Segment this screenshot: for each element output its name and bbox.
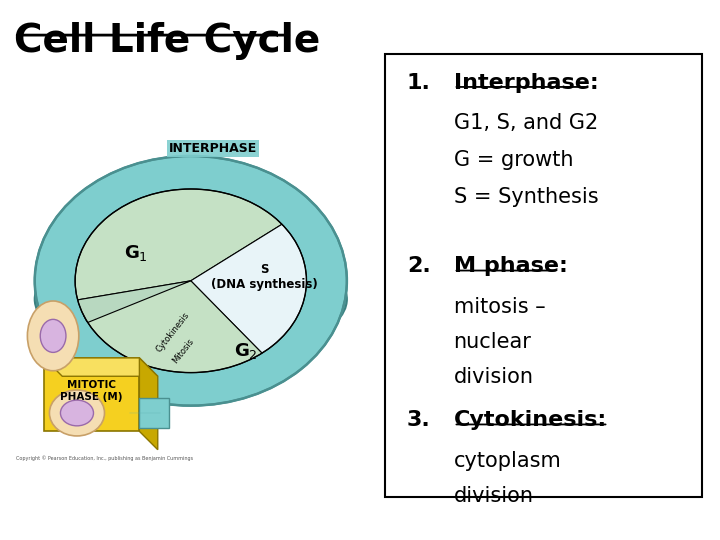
Text: G$_2$: G$_2$ <box>234 341 258 361</box>
Ellipse shape <box>35 156 347 406</box>
Text: S
(DNA synthesis): S (DNA synthesis) <box>211 263 318 291</box>
Ellipse shape <box>60 400 94 426</box>
Polygon shape <box>140 399 168 428</box>
Polygon shape <box>78 281 191 322</box>
Polygon shape <box>84 281 262 373</box>
Text: 2.: 2. <box>407 256 431 276</box>
Text: G$_1$: G$_1$ <box>124 243 148 264</box>
Text: Interphase:: Interphase: <box>454 73 598 93</box>
Ellipse shape <box>75 253 307 345</box>
Text: cytoplasm: cytoplasm <box>454 451 562 471</box>
Ellipse shape <box>40 319 66 353</box>
Text: Copyright © Pearson Education, Inc., publishing as Benjamin Cummings: Copyright © Pearson Education, Inc., pub… <box>17 455 194 461</box>
Text: M phase:: M phase: <box>454 256 567 276</box>
Ellipse shape <box>50 390 104 436</box>
Text: S = Synthesis: S = Synthesis <box>454 187 598 207</box>
Text: 1.: 1. <box>407 73 431 93</box>
Text: Cytokinesis:: Cytokinesis: <box>454 410 607 430</box>
Text: nuclear: nuclear <box>454 332 531 352</box>
Text: division: division <box>454 367 534 387</box>
Text: division: division <box>454 486 534 506</box>
Polygon shape <box>191 224 307 353</box>
Text: MITOTIC
PHASE (M): MITOTIC PHASE (M) <box>60 380 123 402</box>
Ellipse shape <box>35 237 347 362</box>
Text: Mitosis: Mitosis <box>171 336 196 365</box>
Text: Cytokinesis: Cytokinesis <box>154 310 191 354</box>
Polygon shape <box>140 358 158 450</box>
Polygon shape <box>44 358 140 431</box>
Text: Cell Life Cycle: Cell Life Cycle <box>14 22 320 59</box>
Text: G = growth: G = growth <box>454 150 573 170</box>
Polygon shape <box>44 358 158 376</box>
FancyBboxPatch shape <box>385 54 702 497</box>
Ellipse shape <box>27 301 78 371</box>
Text: 3.: 3. <box>407 410 431 430</box>
Polygon shape <box>75 189 282 300</box>
Text: mitosis –: mitosis – <box>454 297 545 317</box>
Text: INTERPHASE: INTERPHASE <box>168 142 257 155</box>
Text: G1, S, and G2: G1, S, and G2 <box>454 113 598 133</box>
